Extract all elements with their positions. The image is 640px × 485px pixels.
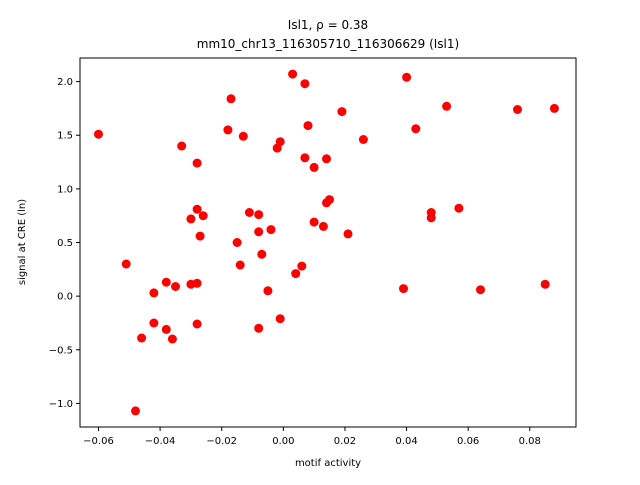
- data-point-5: [149, 318, 159, 328]
- data-point-4: [149, 288, 159, 298]
- data-point-53: [426, 213, 436, 223]
- data-point-15: [192, 278, 202, 288]
- plot-frame: [79, 57, 577, 428]
- data-point-41: [309, 217, 319, 227]
- data-point-51: [411, 124, 421, 134]
- data-point-47: [343, 229, 353, 239]
- data-point-9: [171, 282, 180, 291]
- x-tick-label: 0.02: [334, 436, 356, 447]
- x-tick-label: −0.04: [145, 436, 176, 447]
- x-tick-label: 0.06: [457, 436, 479, 447]
- y-tick-label: 1.5: [57, 131, 73, 142]
- data-point-3: [137, 333, 147, 343]
- data-point-14: [192, 204, 202, 214]
- data-point-17: [195, 231, 205, 241]
- data-point-35: [291, 269, 301, 279]
- data-point-22: [235, 260, 245, 270]
- data-point-28: [254, 323, 264, 333]
- x-tick-label: −0.02: [206, 436, 237, 447]
- data-point-33: [275, 314, 285, 324]
- data-point-25: [254, 210, 264, 220]
- data-point-2: [131, 406, 140, 416]
- data-point-21: [232, 238, 242, 247]
- data-point-54: [442, 101, 452, 111]
- x-tick-label: 0.08: [519, 436, 541, 447]
- data-point-23: [238, 131, 248, 141]
- data-point-1: [121, 259, 131, 269]
- data-point-56: [476, 285, 485, 295]
- data-point-55: [454, 203, 464, 213]
- data-point-50: [402, 72, 412, 82]
- y-tick-label: −0.5: [49, 345, 73, 356]
- data-point-10: [177, 141, 187, 151]
- data-point-40: [309, 162, 319, 172]
- chart-title-line-1: Isl1, ρ = 0.38: [288, 18, 368, 32]
- x-axis-label: motif activity: [295, 458, 361, 469]
- data-point-0: [94, 129, 103, 139]
- data-point-36: [297, 261, 307, 271]
- data-point-20: [226, 94, 236, 104]
- data-point-26: [254, 227, 264, 237]
- data-point-42: [318, 221, 328, 231]
- data-point-46: [337, 107, 347, 117]
- y-axis-ticks: −1.0 −0.5 0.0 0.5 1.0 1.5 2.0: [49, 77, 80, 410]
- y-tick-label: −1.0: [49, 399, 73, 410]
- data-point-48: [358, 135, 368, 144]
- y-tick-label: 0.5: [57, 238, 73, 249]
- data-point-37: [300, 79, 310, 89]
- x-tick-label: 0.00: [272, 436, 294, 447]
- data-point-32: [275, 137, 285, 147]
- data-point-8: [167, 334, 177, 344]
- data-point-19: [223, 125, 233, 135]
- y-tick-label: 0.0: [57, 292, 73, 303]
- data-point-58: [540, 279, 550, 289]
- data-point-30: [266, 225, 276, 235]
- data-point-57: [513, 105, 522, 114]
- data-point-18: [198, 211, 208, 221]
- y-tick-label: 1.0: [57, 184, 73, 195]
- data-point-11: [186, 214, 196, 224]
- chart-title-line-2: mm10_chr13_116305710_116306629 (Isl1): [197, 37, 459, 51]
- y-axis-label: signal at CRE (ln): [17, 199, 28, 285]
- data-point-34: [288, 69, 298, 79]
- y-tick-label: 2.0: [57, 77, 73, 88]
- data-point-29: [263, 286, 273, 296]
- data-point-43: [322, 154, 331, 164]
- data-point-38: [300, 153, 310, 163]
- x-tick-label: −0.06: [83, 436, 114, 447]
- data-point-13: [192, 158, 202, 168]
- data-point-27: [257, 249, 267, 259]
- data-point-7: [161, 324, 171, 334]
- data-point-6: [161, 277, 171, 287]
- data-point-16: [192, 319, 202, 329]
- data-points: [94, 69, 559, 416]
- data-point-49: [399, 284, 408, 294]
- x-axis-ticks: −0.06 −0.04 −0.02 0.00 0.02 0.04 0.06 0.08: [83, 427, 541, 447]
- data-point-24: [244, 208, 254, 217]
- data-point-59: [549, 103, 559, 113]
- x-tick-label: 0.04: [395, 436, 417, 447]
- data-point-45: [325, 195, 334, 205]
- data-point-39: [303, 121, 313, 131]
